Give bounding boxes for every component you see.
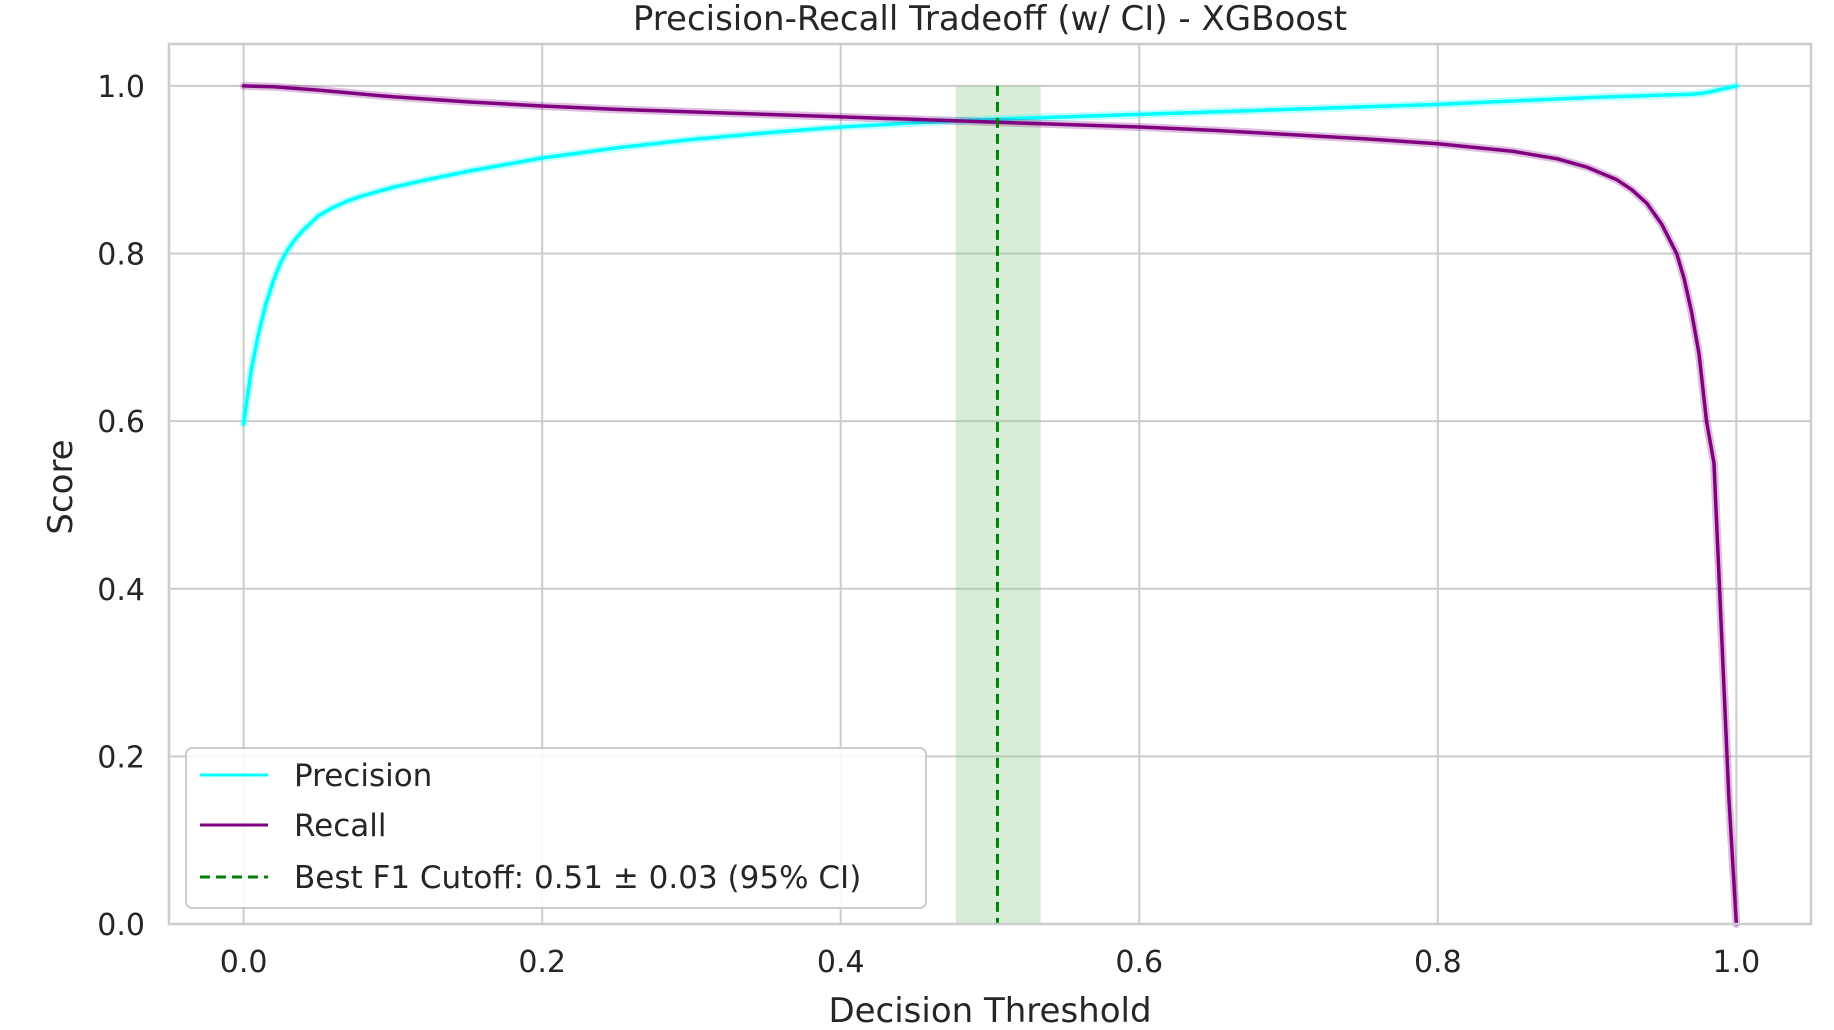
y-tick-label: 0.0 — [97, 908, 145, 943]
x-tick-label: 1.0 — [1713, 945, 1761, 980]
legend-cutoff-label: Best F1 Cutoff: 0.51 ± 0.03 (95% CI) — [294, 860, 861, 896]
x-tick-label: 0.0 — [220, 945, 268, 980]
y-tick-label: 0.2 — [97, 740, 145, 775]
x-tick-label: 0.6 — [1115, 945, 1163, 980]
x-tick-label: 0.4 — [817, 945, 865, 980]
x-tick-label: 0.2 — [518, 945, 566, 980]
y-tick-label: 0.8 — [97, 238, 145, 273]
legend-box — [185, 747, 927, 909]
plot-frame — [167, 42, 1813, 926]
tick-label-layer: 0.0 0.2 0.4 0.6 0.8 1.0 0.0 0.2 0.4 0.6 0.8 1.0 — [97, 70, 1760, 980]
y-tick-label: 1.0 — [97, 70, 145, 105]
legend-precision-label: Precision — [294, 758, 432, 794]
x-tick-label: 0.8 — [1414, 945, 1462, 980]
recall-line — [241, 84, 1739, 926]
y-axis-label: Score — [41, 439, 81, 534]
precision-line — [241, 84, 1739, 426]
y-tick-label: 0.6 — [97, 405, 145, 440]
legend: Precision Recall Best F1 Cutoff: 0.51 ± … — [185, 747, 927, 909]
legend-recall-label: Recall — [294, 808, 387, 844]
series-layer — [239, 81, 1741, 928]
x-axis-label: Decision Threshold — [828, 991, 1151, 1030]
y-tick-label: 0.4 — [97, 573, 145, 608]
chart-title: Precision-Recall Tradeoff (w/ CI) - XGBo… — [633, 0, 1347, 39]
